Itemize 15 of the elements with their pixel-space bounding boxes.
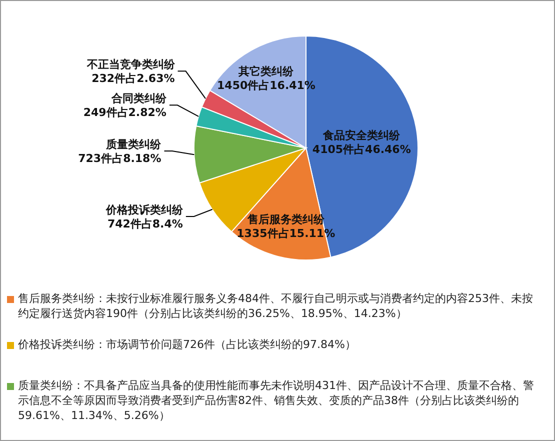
- slice-label: 食品安全类纠纷: [322, 128, 402, 142]
- text: 售后服务类纠纷：未按行业标准履行服务义务484件、不履行自己明示或与消费者约定的内容253件、未按约定履行送货内容190件（分别占比该类纠纷的36.25%、18.95%、14.23%）: [18, 291, 534, 321]
- slice-label: 其它类纠纷: [238, 64, 295, 78]
- slice-label: 价格投诉类纠纷: [104, 203, 184, 216]
- data-label: 232件占2.63%: [92, 72, 175, 86]
- data-label: 723件占8.18%: [78, 152, 162, 165]
- data-label: 249件占2.82%: [83, 106, 166, 120]
- text: 价格投诉类纠纷：市场调节价问题726件（占比该类纠纷的97.84%）: [18, 337, 356, 352]
- data-label: 4105件占46.46%: [312, 142, 411, 156]
- data-label: 1450件占16.41%: [217, 78, 316, 92]
- text: 质量类纠纷：不具备产品应当具备的使用性能而事先未作说明431件、因产品设计不合理、质量不合格、警示信息不全等原因而导致消费者受到产品伤害82件、销售失效、变质的产品38件（分别占比该类纠纷的59.61%、11.34%、5.26%）: [18, 378, 535, 423]
- data-label: 742件占8.4%: [107, 217, 183, 230]
- slice-label: 质量类纠纷: [105, 138, 162, 151]
- slice-label: 不正当竞争类纠纷: [86, 58, 176, 72]
- slice-label: 合同类纠纷: [110, 92, 168, 106]
